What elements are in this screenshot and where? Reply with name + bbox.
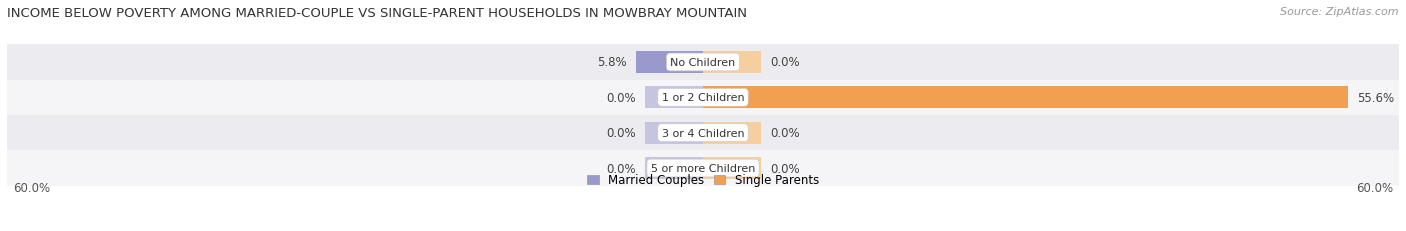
Text: Source: ZipAtlas.com: Source: ZipAtlas.com	[1281, 7, 1399, 17]
Bar	[7, 116, 1399, 151]
Bar	[7, 80, 1399, 116]
Text: No Children: No Children	[671, 58, 735, 68]
Text: 0.0%: 0.0%	[606, 91, 636, 104]
Text: 3 or 4 Children: 3 or 4 Children	[662, 128, 744, 138]
Text: INCOME BELOW POVERTY AMONG MARRIED-COUPLE VS SINGLE-PARENT HOUSEHOLDS IN MOWBRAY: INCOME BELOW POVERTY AMONG MARRIED-COUPL…	[7, 7, 747, 20]
Bar	[645, 157, 703, 179]
Bar	[703, 122, 761, 144]
Bar	[7, 45, 1399, 80]
Text: 5.8%: 5.8%	[596, 56, 627, 69]
Text: 55.6%: 55.6%	[1357, 91, 1395, 104]
Text: 60.0%: 60.0%	[1355, 181, 1393, 194]
Bar	[703, 157, 761, 179]
Text: 5 or more Children: 5 or more Children	[651, 163, 755, 173]
Text: 0.0%: 0.0%	[770, 127, 800, 140]
Bar	[636, 52, 703, 74]
Text: 0.0%: 0.0%	[606, 162, 636, 175]
Bar	[645, 122, 703, 144]
Bar	[7, 151, 1399, 186]
Text: 0.0%: 0.0%	[606, 127, 636, 140]
Text: 1 or 2 Children: 1 or 2 Children	[662, 93, 744, 103]
Text: 60.0%: 60.0%	[13, 181, 51, 194]
Bar	[703, 87, 1348, 109]
Bar	[645, 87, 703, 109]
Legend: Married Couples, Single Parents: Married Couples, Single Parents	[586, 173, 820, 186]
Bar	[703, 52, 761, 74]
Text: 0.0%: 0.0%	[770, 162, 800, 175]
Text: 0.0%: 0.0%	[770, 56, 800, 69]
